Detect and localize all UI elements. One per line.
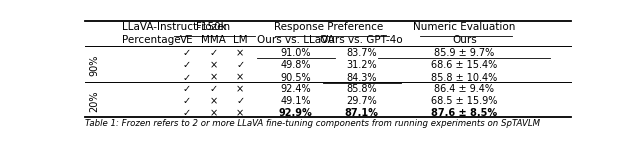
Text: ✓: ✓: [210, 84, 218, 94]
Text: ✓: ✓: [236, 60, 244, 70]
Text: ✓: ✓: [236, 96, 244, 106]
Text: ×: ×: [236, 108, 244, 118]
Text: 87.6 ± 8.5%: 87.6 ± 8.5%: [431, 108, 497, 118]
Text: Table 1: Frozen refers to 2 or more LLaVA fine-tuning components from running ex: Table 1: Frozen refers to 2 or more LLaV…: [85, 119, 540, 128]
Text: ✓: ✓: [182, 73, 191, 83]
Text: ✓: ✓: [182, 48, 191, 58]
Text: Numeric Evaluation: Numeric Evaluation: [413, 22, 516, 32]
Text: ✓: ✓: [182, 96, 191, 106]
Text: 68.5 ± 15.9%: 68.5 ± 15.9%: [431, 96, 497, 106]
Text: 85.9 ± 9.7%: 85.9 ± 9.7%: [435, 48, 495, 58]
Text: ×: ×: [236, 48, 244, 58]
Text: 91.0%: 91.0%: [280, 48, 311, 58]
Text: 86.4 ± 9.4%: 86.4 ± 9.4%: [435, 84, 495, 94]
Text: ×: ×: [210, 108, 218, 118]
Text: LLaVA-Instruct-150k: LLaVA-Instruct-150k: [122, 22, 227, 32]
Text: 20%: 20%: [89, 91, 99, 112]
Text: ×: ×: [236, 84, 244, 94]
Text: LM: LM: [233, 35, 248, 45]
Text: ✓: ✓: [182, 84, 191, 94]
Text: 85.8 ± 10.4%: 85.8 ± 10.4%: [431, 73, 497, 83]
Text: 83.7%: 83.7%: [346, 48, 377, 58]
Text: VE: VE: [180, 35, 193, 45]
Text: Percentage: Percentage: [122, 35, 180, 45]
Text: 49.1%: 49.1%: [280, 96, 311, 106]
Text: 29.7%: 29.7%: [346, 96, 377, 106]
Text: 84.3%: 84.3%: [346, 73, 377, 83]
Text: 92.4%: 92.4%: [280, 84, 311, 94]
Text: MMA: MMA: [202, 35, 227, 45]
Text: ✓: ✓: [182, 108, 191, 118]
Text: Ours: Ours: [452, 35, 477, 45]
Text: Ours vs. GPT-4o: Ours vs. GPT-4o: [321, 35, 403, 45]
Text: 31.2%: 31.2%: [346, 60, 377, 70]
Text: 90%: 90%: [89, 55, 99, 76]
Text: 68.6 ± 15.4%: 68.6 ± 15.4%: [431, 60, 497, 70]
Text: ×: ×: [210, 60, 218, 70]
Text: ×: ×: [210, 96, 218, 106]
Text: 87.1%: 87.1%: [345, 108, 379, 118]
Text: Frozen: Frozen: [196, 22, 230, 32]
Text: 90.5%: 90.5%: [280, 73, 311, 83]
Text: 92.9%: 92.9%: [279, 108, 312, 118]
Text: Response Preference: Response Preference: [274, 22, 383, 32]
Text: ✓: ✓: [182, 60, 191, 70]
Text: ✓: ✓: [210, 48, 218, 58]
Text: 85.8%: 85.8%: [346, 84, 377, 94]
Text: Ours vs. LLaVA: Ours vs. LLaVA: [257, 35, 335, 45]
Text: 49.8%: 49.8%: [280, 60, 311, 70]
Text: ×: ×: [236, 73, 244, 83]
Text: ×: ×: [210, 73, 218, 83]
